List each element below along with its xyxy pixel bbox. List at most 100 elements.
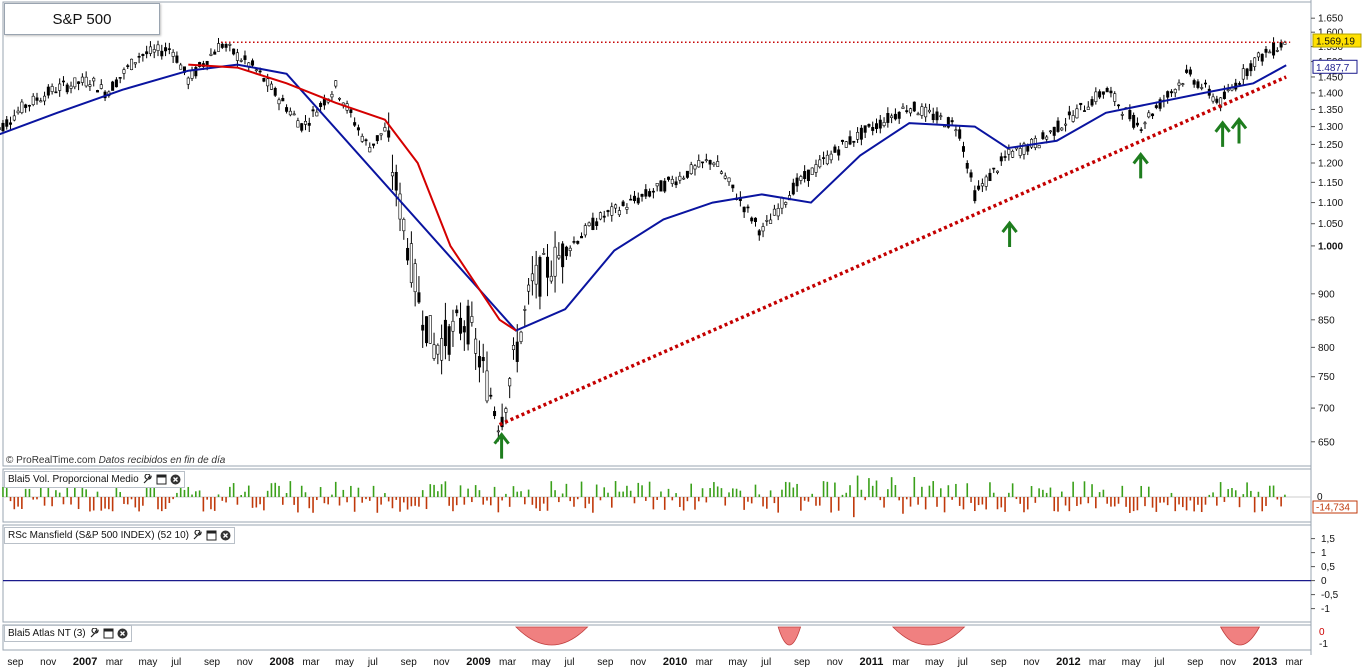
candle-body xyxy=(573,241,575,242)
ma-blue-label: 1.487,7 xyxy=(1316,63,1350,74)
candle-body xyxy=(713,163,715,165)
close-icon[interactable] xyxy=(117,628,128,639)
volume-bar xyxy=(951,497,953,500)
candle-body xyxy=(1042,133,1044,139)
y-tick-label: 800 xyxy=(1318,343,1335,354)
candle-body xyxy=(70,86,72,88)
candle-body xyxy=(361,136,363,141)
candle-body xyxy=(6,120,8,127)
wrench-icon[interactable] xyxy=(89,628,100,639)
candle-body xyxy=(263,78,265,81)
y-tick-label: 850 xyxy=(1318,315,1335,326)
candle-body xyxy=(142,54,144,55)
volume-bar xyxy=(721,488,723,497)
volume-bar xyxy=(365,497,367,499)
volume-bar xyxy=(535,497,537,508)
volume-bar xyxy=(464,497,466,505)
candle-body xyxy=(1155,106,1157,108)
x-month-label: sep xyxy=(597,657,614,668)
volume-bar xyxy=(868,478,870,497)
mansfield-panel-label: RSc Mansfield (S&P 500 INDEX) (52 10) xyxy=(4,527,235,544)
y-tick-label: 650 xyxy=(1318,437,1335,448)
candle-body xyxy=(875,124,877,129)
candle-body xyxy=(958,130,960,139)
volume-bar xyxy=(857,476,859,497)
volume-bar xyxy=(615,481,617,497)
volume-bar xyxy=(675,493,677,497)
candle-body xyxy=(527,285,529,291)
volume-bar xyxy=(70,497,72,505)
wrench-icon[interactable] xyxy=(192,530,203,541)
volume-bar xyxy=(429,484,431,497)
candle-body xyxy=(301,124,303,131)
volume-bar xyxy=(671,497,673,500)
volume-bar xyxy=(2,487,4,497)
volume-bar xyxy=(403,497,405,502)
volume-bar xyxy=(290,481,292,497)
volume-bar xyxy=(161,497,163,511)
candle-body xyxy=(856,132,858,139)
volume-bar xyxy=(395,497,397,500)
volume-bar xyxy=(456,497,458,505)
candle-body xyxy=(664,181,666,191)
volume-bar xyxy=(932,481,934,497)
volume-bar xyxy=(1216,497,1218,506)
window-icon[interactable] xyxy=(206,530,217,541)
volume-bar xyxy=(97,492,99,497)
candle-body xyxy=(240,60,242,61)
volume-bar xyxy=(1027,497,1029,509)
candle-body xyxy=(1114,94,1116,102)
candle-body xyxy=(716,161,718,166)
candle-body xyxy=(626,207,628,209)
candle-body xyxy=(433,345,435,359)
volume-bar xyxy=(176,493,178,497)
wrench-icon[interactable] xyxy=(142,474,153,485)
candle-body xyxy=(1121,114,1123,115)
volume-bar xyxy=(1095,497,1097,508)
candle-body xyxy=(1189,70,1191,74)
volume-bar xyxy=(1084,481,1086,497)
volume-bar xyxy=(119,492,121,497)
candle-body xyxy=(236,53,238,61)
candle-body xyxy=(535,265,537,284)
volume-bar xyxy=(853,497,855,517)
window-icon[interactable] xyxy=(103,628,114,639)
y-tick-label: 1.300 xyxy=(1318,122,1343,133)
candle-body xyxy=(652,191,654,192)
candle-body xyxy=(172,52,174,56)
candle-body xyxy=(1129,110,1131,119)
volume-bar xyxy=(150,487,152,497)
volume-bar xyxy=(225,497,227,502)
y-tick-label: 1.650 xyxy=(1318,14,1343,25)
candle-body xyxy=(860,128,862,139)
close-icon[interactable] xyxy=(220,530,231,541)
candle-body xyxy=(1080,103,1082,104)
volume-bar xyxy=(966,483,968,497)
candle-body xyxy=(1197,82,1199,88)
volume-bar xyxy=(600,497,602,500)
candle-body xyxy=(928,110,930,112)
candle-body xyxy=(747,207,749,208)
volume-bar xyxy=(142,497,144,506)
candle-body xyxy=(830,154,832,160)
volume-bar xyxy=(286,493,288,497)
volume-bar xyxy=(985,497,987,509)
x-month-label: mar xyxy=(696,657,714,668)
candle-body xyxy=(369,147,371,152)
volume-bar xyxy=(1129,497,1131,513)
volume-bar xyxy=(165,497,167,509)
volume-bar xyxy=(1133,497,1135,511)
candle-body xyxy=(970,173,972,178)
candle-body xyxy=(989,173,991,180)
close-icon[interactable] xyxy=(170,474,181,485)
candle-body xyxy=(694,166,696,169)
candle-body xyxy=(365,140,367,141)
volume-bar xyxy=(1016,497,1018,499)
window-icon[interactable] xyxy=(156,474,167,485)
volume-bar xyxy=(1144,497,1146,506)
candle-body xyxy=(1000,157,1002,161)
volume-bar xyxy=(411,497,413,506)
candle-body xyxy=(1212,97,1214,101)
candle-body xyxy=(595,222,597,226)
